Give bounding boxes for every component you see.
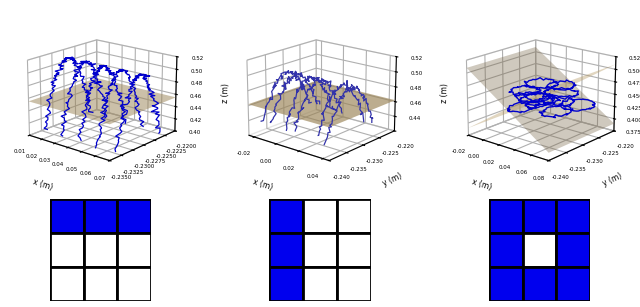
Bar: [83, 199, 118, 233]
Bar: [337, 233, 371, 267]
Bar: [83, 233, 118, 267]
Bar: [118, 199, 152, 233]
Bar: [83, 267, 118, 301]
Bar: [488, 233, 522, 267]
X-axis label: x (m): x (m): [32, 177, 54, 192]
Bar: [557, 233, 591, 267]
Bar: [337, 199, 371, 233]
Bar: [269, 199, 303, 233]
Bar: [303, 199, 337, 233]
Bar: [488, 267, 522, 301]
Bar: [557, 199, 591, 233]
Bar: [269, 233, 303, 267]
Bar: [49, 199, 83, 233]
Bar: [522, 267, 557, 301]
Bar: [488, 199, 522, 233]
Bar: [269, 267, 303, 301]
Bar: [337, 267, 371, 301]
Bar: [118, 233, 152, 267]
Y-axis label: y (m): y (m): [601, 172, 623, 188]
Bar: [49, 233, 83, 267]
Bar: [522, 199, 557, 233]
X-axis label: x (m): x (m): [252, 177, 273, 192]
Bar: [557, 267, 591, 301]
Y-axis label: y (m): y (m): [381, 172, 404, 188]
Bar: [522, 233, 557, 267]
Bar: [49, 267, 83, 301]
Bar: [118, 267, 152, 301]
X-axis label: x (m): x (m): [471, 177, 493, 192]
Bar: [303, 267, 337, 301]
Bar: [303, 233, 337, 267]
